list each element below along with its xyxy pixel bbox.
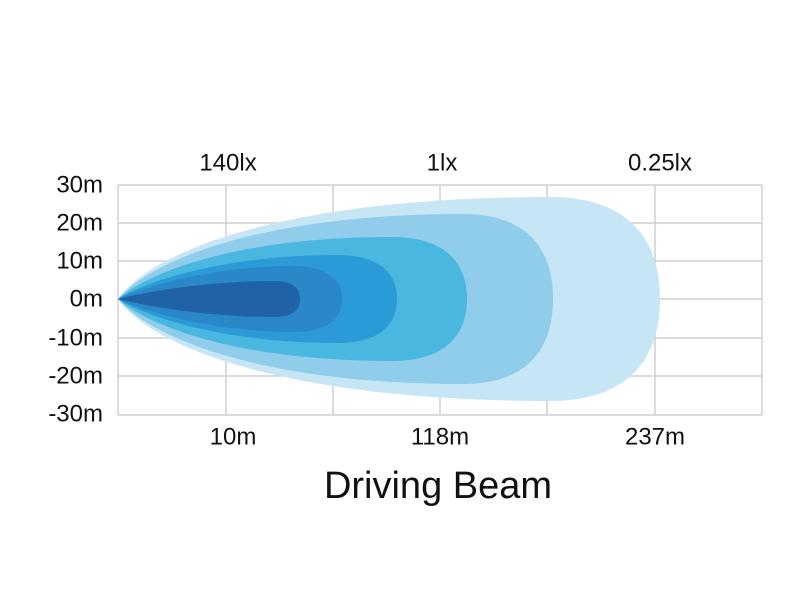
lux-label: 140lx <box>199 149 256 176</box>
top-labels: 140lx 1lx 0.25lx <box>199 149 692 176</box>
distance-label: 118m <box>411 423 469 450</box>
distance-label: 237m <box>625 423 685 450</box>
y-label: 30m <box>56 171 103 198</box>
bottom-labels: 10m 118m 237m <box>210 423 685 450</box>
y-label: 0m <box>70 285 103 312</box>
distance-label: 10m <box>210 423 257 450</box>
y-label: -10m <box>48 324 103 351</box>
y-label: -20m <box>48 362 103 389</box>
y-label: -30m <box>48 400 103 427</box>
beam-contours <box>118 197 660 401</box>
lux-label: 1lx <box>427 149 458 176</box>
title: Driving Beam <box>324 465 552 507</box>
y-label: 20m <box>56 209 103 236</box>
lux-label: 0.25lx <box>628 149 692 176</box>
beam-contour <box>118 281 300 317</box>
y-axis-labels: 30m 20m 10m 0m -10m -20m -30m <box>48 171 103 427</box>
y-label: 10m <box>56 247 103 274</box>
